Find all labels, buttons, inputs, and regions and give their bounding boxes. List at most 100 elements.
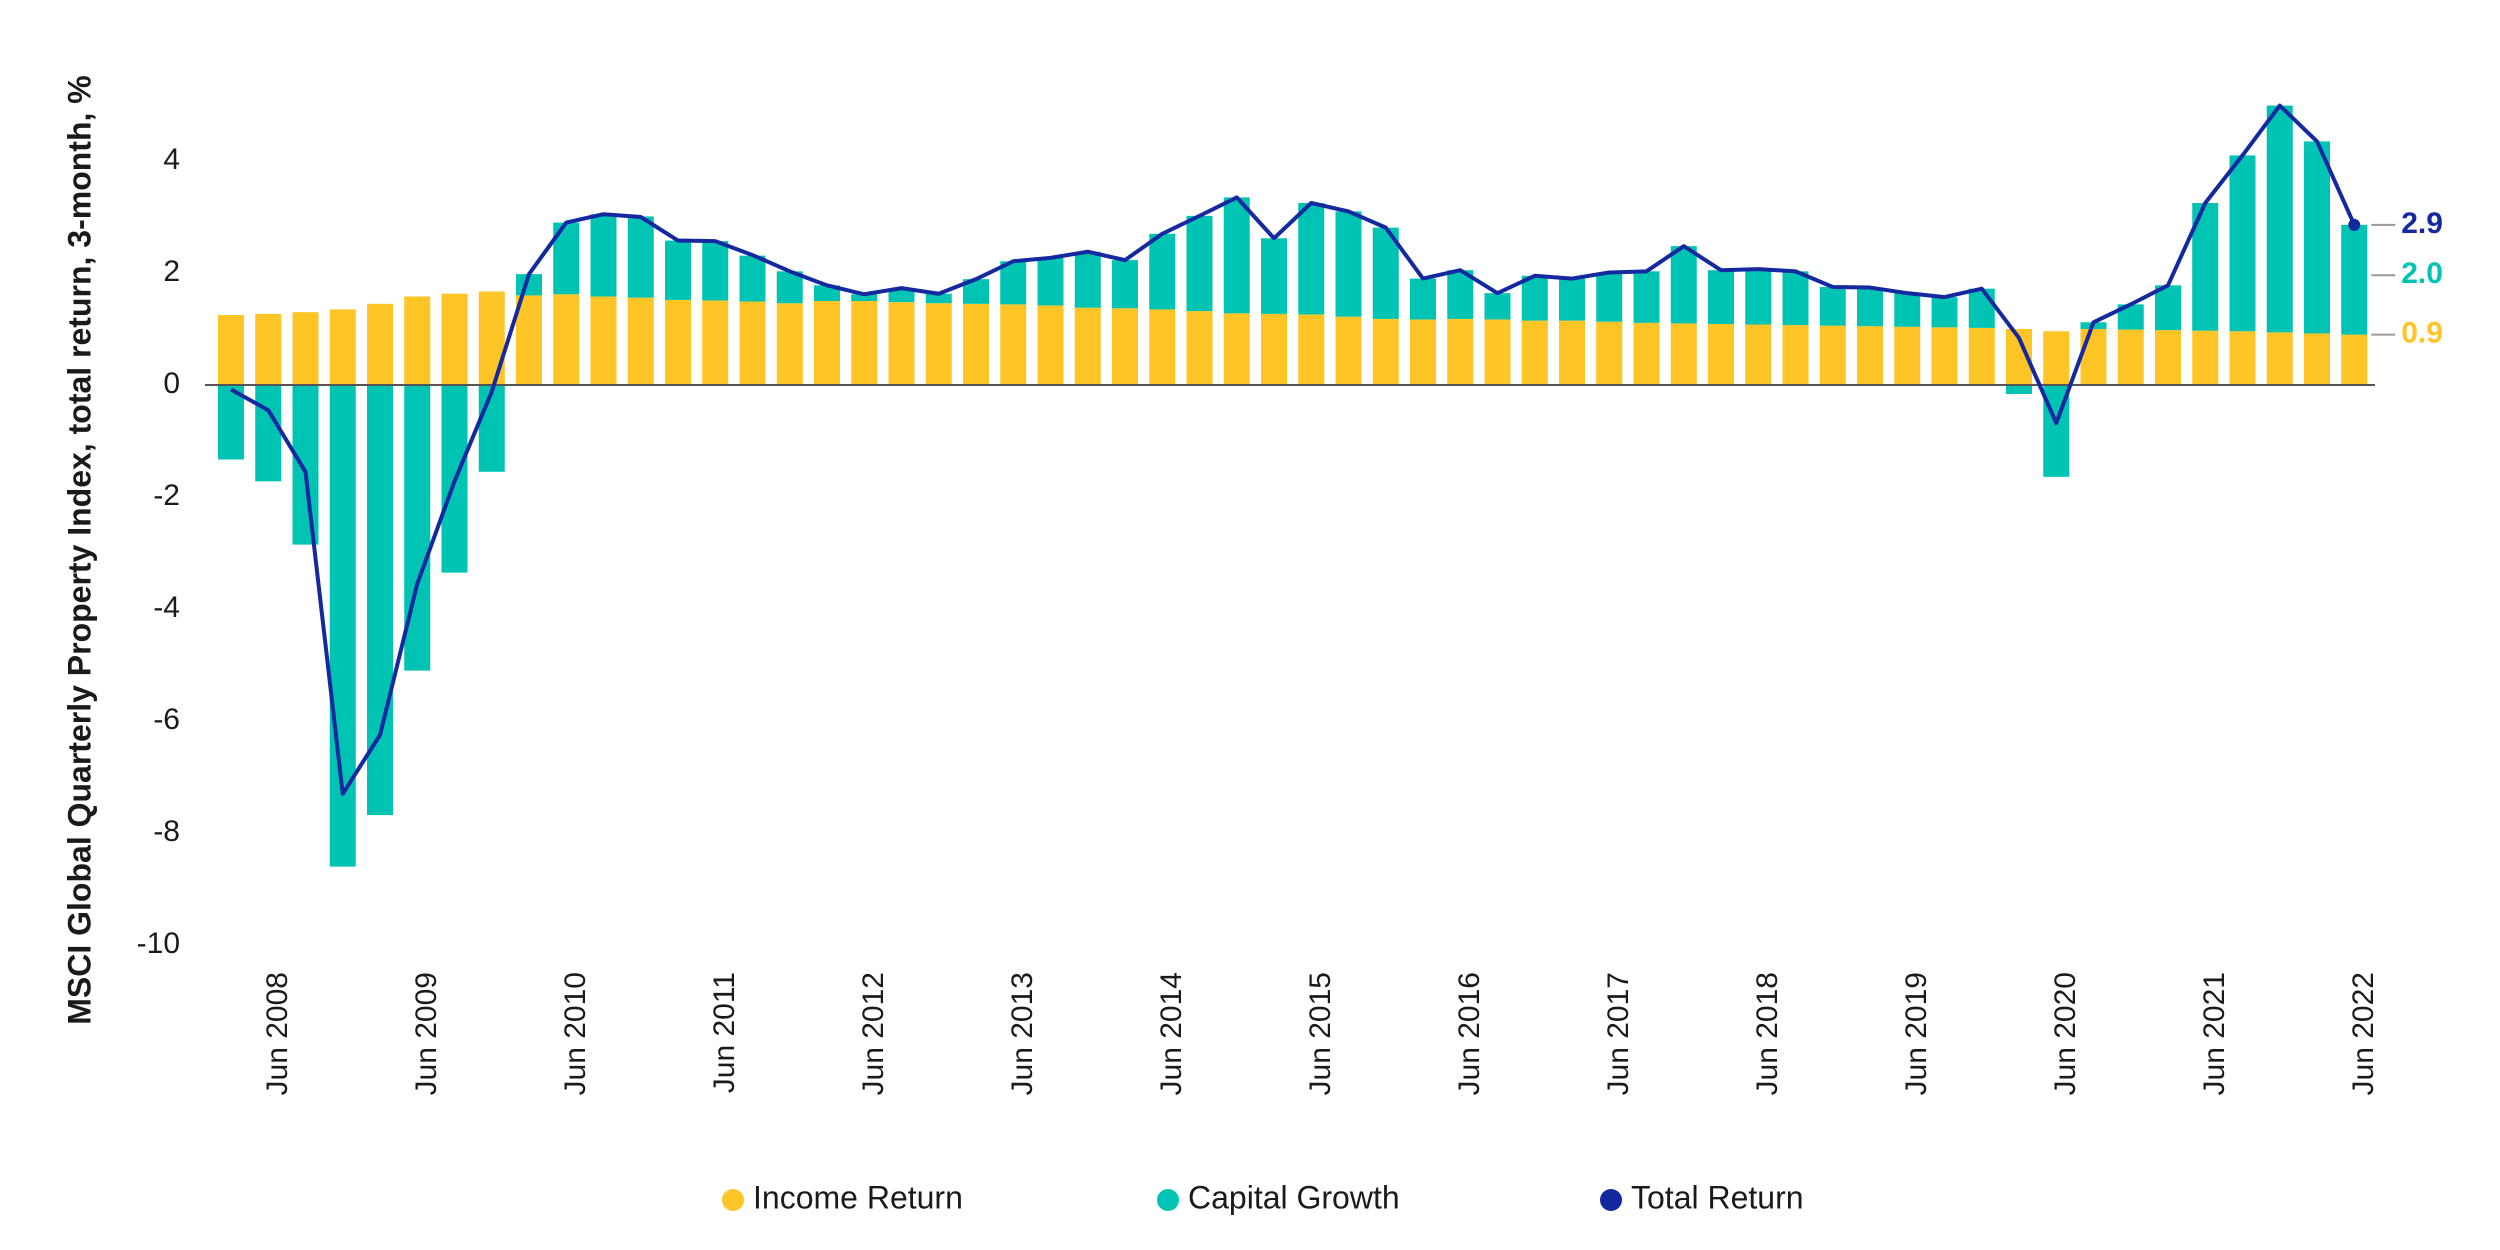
capital-growth-bar <box>851 294 878 301</box>
capital-growth-bar <box>1000 261 1027 305</box>
income-return-bar <box>1670 323 1697 385</box>
capital-growth-bar <box>1633 271 1660 323</box>
capital-growth-bar <box>1968 288 1995 328</box>
legend-label-total-return: Total Return <box>1631 1179 1804 1215</box>
x-tick-label: Jun 2019 <box>1900 972 1933 1095</box>
legend-label-income-return: Income Return <box>753 1179 963 1215</box>
x-tick-label: Jun 2022 <box>2347 972 2380 1095</box>
capital-growth-bar <box>1559 278 1585 321</box>
x-tick-label: Jun 2012 <box>857 972 890 1095</box>
x-tick-label: Jun 2021 <box>2198 972 2231 1095</box>
income-return-bar <box>963 303 989 385</box>
total-return-line-group <box>230 103 2361 796</box>
y-tick-label: -8 <box>153 815 180 848</box>
legend-marker-income-return <box>722 1189 744 1211</box>
capital-growth-bar <box>1782 271 1809 326</box>
income-return-bar <box>292 312 319 385</box>
income-return-bar <box>2043 331 2070 385</box>
capital-growth-bar <box>1596 272 1623 322</box>
x-tick-label: Jun 2018 <box>1751 972 1784 1095</box>
total-return-endpoint <box>2348 218 2361 231</box>
capital-growth-bar <box>2266 105 2293 333</box>
income-return-end-label: 0.9 <box>2401 317 2443 350</box>
income-return-bar <box>2341 334 2368 385</box>
income-return-bar <box>1298 314 1325 385</box>
income-return-bar <box>218 315 244 385</box>
capital-growth-bar <box>1447 270 1474 319</box>
y-tick-label: -2 <box>153 479 180 512</box>
income-return-bar <box>2266 332 2293 385</box>
income-return-bar <box>1112 308 1138 385</box>
capital-growth-bar <box>1223 197 1250 314</box>
income-return-bar <box>2304 333 2330 385</box>
capital-growth-bar <box>627 216 654 298</box>
income-return-bar <box>1894 326 1921 385</box>
capital-growth-bar <box>1149 233 1176 310</box>
legend-item-total-return: Total Return <box>1600 1179 1804 1215</box>
income-return-bar <box>739 301 766 385</box>
y-tick-label: 4 <box>163 143 180 176</box>
income-return-bar <box>404 296 431 385</box>
legend: Income Return Capital Growth Total Return <box>722 1179 1804 1215</box>
capital-growth-bar <box>367 385 393 816</box>
y-tick-group: 4 2 0 -2 -4 -6 -8 -10 <box>137 143 180 960</box>
capital-growth-bar <box>1521 275 1548 321</box>
income-return-bar <box>329 309 356 385</box>
income-return-bar <box>1149 309 1176 385</box>
income-return-bar <box>665 299 691 385</box>
capital-growth-bar <box>739 255 766 302</box>
y-axis-label: MSCI Global Quarterly Property Index, to… <box>61 75 97 1024</box>
capital-growth-bar <box>1708 270 1734 324</box>
income-return-bar <box>1037 305 1064 385</box>
capital-growth-bar <box>1745 269 1772 325</box>
income-return-bar <box>553 294 580 385</box>
income-return-bar <box>2117 329 2144 385</box>
capital-growth-bar <box>590 214 617 297</box>
income-return-bar <box>2229 331 2256 385</box>
income-return-bar <box>1410 319 1436 385</box>
capital-growth-bar <box>478 385 505 472</box>
income-return-bar <box>2155 330 2181 385</box>
income-return-bar <box>627 297 654 385</box>
income-return-bar <box>516 295 542 385</box>
capital-growth-bar <box>1819 287 1846 326</box>
capital-growth-bar <box>702 241 729 301</box>
capital-growth-bar <box>218 385 244 460</box>
end-label-group: 2.9 2.0 0.9 <box>2371 207 2443 350</box>
legend-item-income-return: Income Return <box>722 1179 963 1215</box>
x-tick-label: Jun 2017 <box>1602 972 1635 1095</box>
capital-growth-bar <box>1112 260 1138 309</box>
capital-growth-end-label: 2.0 <box>2401 257 2443 290</box>
capital-growth-bar <box>1335 211 1362 317</box>
income-return-bar <box>851 301 878 385</box>
income-return-bar <box>1931 327 1958 385</box>
y-tick-label: -10 <box>137 927 180 960</box>
capital-growth-bar <box>925 293 952 304</box>
legend-marker-total-return <box>1600 1189 1622 1211</box>
legend-marker-capital-growth <box>1157 1189 1179 1211</box>
capital-growth-bar <box>1298 203 1325 315</box>
capital-growth-bar <box>2155 285 2181 331</box>
capital-growth-bar <box>2341 224 2368 335</box>
x-tick-label: Jun 2009 <box>410 972 443 1095</box>
income-return-bar <box>888 302 915 385</box>
x-tick-label: Jun 2011 <box>708 972 741 1093</box>
income-return-bar <box>1633 322 1660 385</box>
capital-growth-bar <box>2006 385 2032 394</box>
capital-growth-bar <box>2304 141 2330 334</box>
y-tick-label: -6 <box>153 703 180 736</box>
y-tick-label: 0 <box>163 367 180 400</box>
income-return-bar <box>2080 329 2107 385</box>
capital-growth-bar <box>888 288 915 303</box>
x-tick-label: Jun 2020 <box>2049 972 2082 1095</box>
capital-growth-bar <box>1894 293 1921 327</box>
x-tick-label: Jun 2013 <box>1006 972 1039 1095</box>
x-tick-label: Jun 2008 <box>261 972 294 1095</box>
income-return-bar <box>702 300 729 385</box>
x-tick-label: Jun 2010 <box>559 972 592 1095</box>
capital-growth-bar <box>2229 155 2256 332</box>
y-tick-label: -4 <box>153 591 180 624</box>
x-tick-label: Jun 2016 <box>1453 972 1486 1095</box>
